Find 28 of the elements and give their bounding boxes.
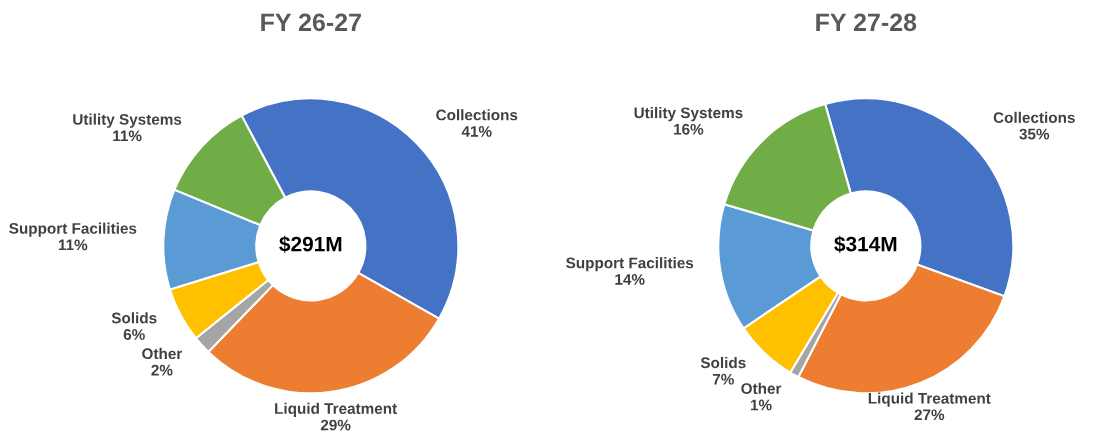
slice-label: Liquid Treatment: [275, 402, 397, 418]
slice-label: Utility Systems: [634, 106, 743, 122]
data-label: 2%: [151, 364, 173, 376]
slice-label: Liquid Treatment: [868, 392, 991, 407]
slice-label: Other: [741, 382, 782, 394]
text: $291M: [279, 235, 342, 253]
data-label: 7%: [712, 373, 734, 385]
data-label: 16%: [674, 123, 704, 135]
slice-label: Solids: [700, 356, 746, 369]
data-label: 6%: [123, 329, 145, 340]
data-label: 1%: [750, 399, 772, 411]
slice-label: Support Facilities: [9, 222, 137, 237]
chart-title: FY 26-27: [261, 13, 361, 32]
data-label: 41%: [461, 126, 492, 137]
data-label: 11%: [58, 239, 88, 251]
slice-label: Collections: [993, 111, 1075, 124]
data-label: 11%: [113, 130, 142, 142]
data-label: 35%: [1019, 128, 1050, 140]
data-label: 29%: [320, 419, 351, 431]
slice-label: Solids: [111, 312, 157, 324]
chart-title: FY 27-28: [816, 13, 917, 32]
data-label: 27%: [914, 409, 945, 421]
slice-label: Support Facilities: [566, 257, 694, 272]
slice-label: Utility Systems: [73, 113, 182, 128]
data-label: 14%: [615, 274, 645, 285]
slice-label: Other: [142, 347, 183, 360]
slice-label: Collections: [436, 109, 518, 121]
text: $314M: [834, 235, 897, 253]
